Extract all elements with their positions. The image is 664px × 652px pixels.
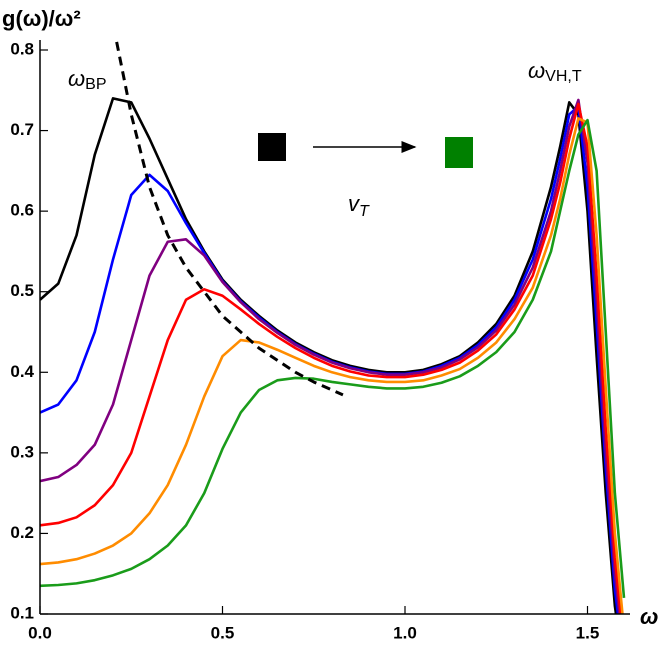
y-tick-label: 0.8: [10, 39, 34, 58]
annotation: ωBP: [68, 66, 106, 93]
line: [40, 117, 624, 614]
y-tick-label: 0.3: [10, 442, 34, 461]
x-tick-label: 1.0: [393, 623, 417, 642]
x-tick-label: 1.5: [576, 623, 600, 642]
x-axis-label: ω: [640, 604, 658, 629]
y-tick-label: 0.7: [10, 120, 34, 139]
line: [40, 102, 622, 614]
annotation-subscript: VH,T: [545, 68, 582, 85]
y-axis-label: g(ω)/ω²: [2, 6, 81, 31]
plot-area: [40, 41, 626, 614]
y-tick-label: 0.6: [10, 201, 34, 220]
legend-square: [445, 137, 473, 168]
annotation-subscript: T: [359, 203, 370, 220]
y-tick-label: 0.5: [10, 281, 34, 300]
x-tick-label: 0.0: [28, 623, 52, 642]
legend-square: [258, 133, 286, 161]
line: [40, 118, 626, 599]
y-tick-label: 0.1: [10, 603, 34, 622]
annotation-symbol: ω: [68, 66, 85, 91]
annotation-symbol: ω: [528, 58, 545, 83]
y-tick-label: 0.2: [10, 523, 34, 542]
y-tick-label: 0.4: [10, 362, 34, 381]
dashed-line: [115, 41, 344, 397]
annotation: ωVH,T: [528, 58, 582, 85]
annotation-symbol: v: [348, 191, 361, 216]
line: [40, 98, 621, 614]
annotation-subscript: BP: [85, 76, 106, 93]
x-tick-label: 0.5: [211, 623, 235, 642]
annotation: vT: [348, 191, 370, 220]
line: [40, 97, 618, 614]
